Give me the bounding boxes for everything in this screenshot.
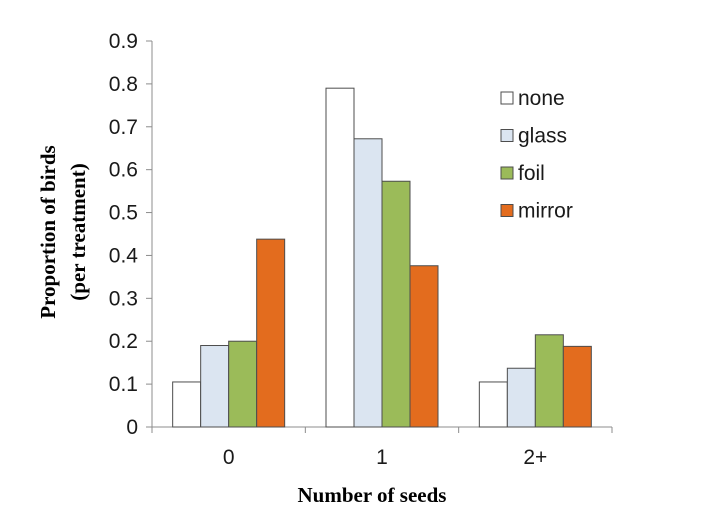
y-tick-label: 0 [126,416,138,439]
x-tick-label: 2+ [523,446,547,469]
bar-foil-1 [381,180,411,428]
bar-none-1 [325,87,355,428]
y-tick-label: 0.6 [109,159,138,182]
y-tick-label: 0.2 [109,330,138,353]
legend-swatch-mirror [500,204,514,217]
legend-label-mirror: mirror [518,200,573,223]
y-axis-title-line-2: (per treatment) [66,163,90,300]
y-tick-label: 0.5 [109,202,138,225]
legend-swatch-none [500,91,514,105]
bars [172,87,592,428]
x-axis-title: Number of seeds [298,483,447,507]
bar-foil-0 [228,340,258,428]
y-tick-label: 0.1 [109,373,138,396]
legend: none glass foil mirror [500,87,573,223]
legend-label-none: none [518,87,565,110]
y-tick-label: 0.8 [109,73,138,96]
x-tick-label: 1 [376,446,388,469]
y-tick-label: 0.9 [109,30,138,53]
x-axis: 0 1 2+ [151,426,613,469]
legend-swatch-foil [500,166,514,180]
x-tick-label: 0 [223,446,235,469]
bar-glass-2+ [506,367,536,428]
bar-mirror-1 [409,265,439,428]
bar-glass-0 [200,345,230,428]
legend-swatch-glass [500,129,514,142]
y-axis: 0 0.1 0.2 0.3 0.4 0.5 0.6 0.7 0.8 0.9 [109,30,153,439]
bar-glass-1 [353,138,383,428]
bar-foil-2+ [534,334,564,428]
y-axis-title-line-1: Proportion of birds [36,145,60,318]
bar-mirror-2+ [562,345,592,428]
y-tick-label: 0.3 [109,287,138,310]
y-tick-label: 0.4 [109,244,139,267]
bar-mirror-0 [256,238,286,428]
bar-none-2+ [478,381,508,428]
y-tick-label: 0.7 [109,116,138,139]
legend-label-foil: foil [518,162,545,185]
bar-none-0 [172,381,202,428]
legend-label-glass: glass [518,125,567,148]
y-axis-title: Proportion of birds (per treatment) [36,145,90,318]
